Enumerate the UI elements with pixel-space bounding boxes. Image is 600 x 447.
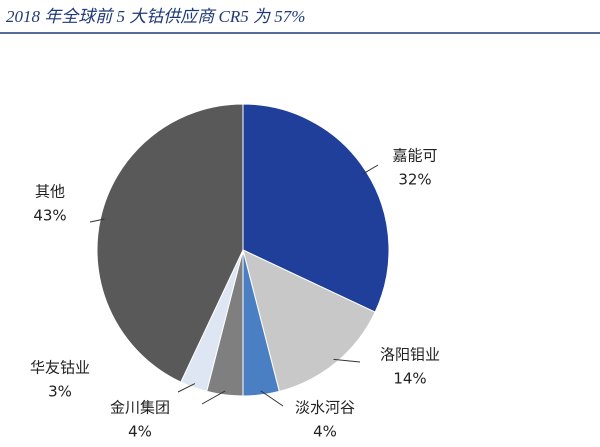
- pie-slice: [96, 103, 244, 383]
- leader-line: [362, 164, 379, 175]
- slice-label: 其他: [35, 183, 65, 201]
- leader-line: [260, 390, 284, 407]
- leader-line: [177, 383, 196, 393]
- slice-label: 华友钴业: [30, 359, 90, 377]
- slice-value-label: 32%: [398, 171, 431, 189]
- leader-line: [333, 358, 361, 363]
- slice-label: 嘉能可: [392, 147, 437, 165]
- slice-value-label: 4%: [128, 423, 152, 441]
- pie-slice: [242, 249, 376, 393]
- chart-title: 2018 年全球前 5 大钴供应商 CR5 为 57%: [6, 7, 305, 26]
- slice-value-label: 4%: [313, 423, 337, 441]
- slice-label: 洛阳钼业: [380, 346, 440, 364]
- slice-value-label: 3%: [48, 383, 72, 401]
- leader-line: [89, 218, 105, 223]
- slice-value-label: 43%: [33, 207, 66, 225]
- slice-value-label: 14%: [393, 370, 426, 388]
- slice-label: 金川集团: [110, 399, 170, 417]
- leader-line: [201, 390, 226, 405]
- slice-label: 淡水河谷: [295, 399, 355, 417]
